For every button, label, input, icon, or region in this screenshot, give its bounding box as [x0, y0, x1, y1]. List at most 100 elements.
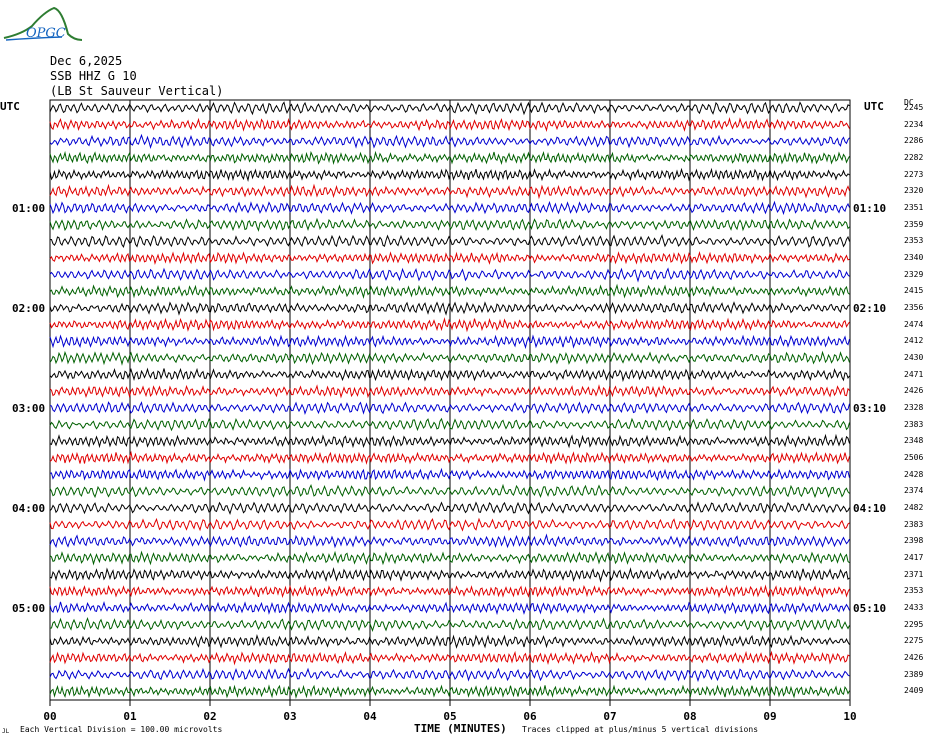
location-label: (LB St Sauveur Vertical) [50, 84, 224, 98]
dc-label: DC [904, 98, 914, 107]
trace-line-8 [49, 217, 850, 232]
x-tick-label: 02 [203, 710, 217, 723]
dc-offset-label: 2383 [904, 519, 924, 529]
trace-line-7 [49, 200, 850, 216]
dc-offset-label: 2295 [904, 619, 924, 629]
dc-offset-label: 2328 [904, 402, 924, 412]
trace-line-11 [49, 267, 850, 283]
trace-line-12 [49, 283, 850, 300]
dc-offset-label: 2353 [904, 236, 924, 246]
trace-line-36 [49, 684, 850, 699]
dc-offset-label: 2286 [904, 136, 924, 146]
right-hour-label: 01:10 [853, 201, 887, 215]
dc-offset-label: 2428 [904, 469, 924, 479]
trace-line-1 [49, 101, 850, 116]
right-hour-label: 04:10 [853, 501, 887, 515]
right-hour-label: 03:10 [853, 401, 887, 415]
trace-line-26 [49, 517, 850, 532]
trace-line-25 [49, 501, 850, 515]
logo-text: OPGC [26, 26, 66, 41]
trace-line-15 [49, 334, 850, 350]
right-utc-label: UTC [864, 100, 884, 113]
right-hour-label: 05:10 [853, 601, 887, 615]
x-tick-label: 06 [523, 710, 537, 723]
trace-line-14 [49, 317, 850, 333]
left-hour-label: 02:00 [12, 301, 46, 315]
dc-offset-label: 2353 [904, 586, 924, 596]
dc-offset-label: 2398 [904, 536, 924, 546]
trace-line-24 [49, 483, 850, 499]
dc-offset-label: 2359 [904, 219, 924, 229]
trace-line-3 [49, 133, 850, 149]
dc-offset-label: 2415 [904, 286, 924, 296]
x-tick-label: 01 [123, 710, 137, 723]
trace-line-33 [49, 634, 850, 649]
dc-offset-label: 2506 [904, 452, 924, 462]
dc-offset-label: 2356 [904, 302, 924, 312]
trace-line-10 [49, 250, 850, 265]
trace-line-16 [49, 350, 850, 366]
x-tick-label: 04 [363, 710, 377, 723]
dc-offset-label: 2409 [904, 686, 924, 696]
trace-line-28 [49, 550, 850, 566]
trace-line-34 [49, 650, 850, 666]
dc-offset-label: 2482 [904, 502, 924, 512]
trace-line-23 [49, 467, 850, 482]
trace-line-32 [49, 617, 850, 633]
trace-line-22 [49, 450, 850, 465]
dc-offset-label: 2371 [904, 569, 924, 579]
dc-offset-label: 2417 [904, 552, 924, 562]
scale-note: Each Vertical Division = 100.00 microvol… [20, 725, 223, 734]
trace-line-21 [49, 433, 850, 449]
x-tick-label: 00 [43, 710, 57, 723]
left-hour-label: 05:00 [12, 601, 46, 615]
dc-offset-label: 2412 [904, 336, 924, 346]
dc-offset-label: 2340 [904, 252, 924, 262]
left-hour-label: 01:00 [12, 201, 46, 215]
dc-offset-label: 2351 [904, 202, 924, 212]
trace-line-6 [49, 183, 850, 200]
left-utc-label: UTC [0, 100, 20, 113]
trace-line-17 [49, 367, 850, 383]
dc-offset-label: 2430 [904, 352, 924, 362]
x-tick-label: 08 [683, 710, 697, 723]
corner-mark: JL [2, 728, 10, 735]
dc-offset-label: 2471 [904, 369, 924, 379]
dc-offset-label: 2275 [904, 636, 924, 646]
trace-line-9 [49, 234, 850, 249]
dc-offset-label: 2348 [904, 436, 924, 446]
x-tick-label: 03 [283, 710, 297, 723]
dc-offset-label: 2374 [904, 486, 924, 496]
dc-offset-label: 2273 [904, 169, 924, 179]
trace-line-2 [49, 117, 850, 132]
dc-offset-label: 2433 [904, 602, 924, 612]
trace-line-20 [49, 417, 850, 432]
dc-offset-label: 2426 [904, 386, 924, 396]
trace-line-13 [49, 301, 850, 316]
dc-offset-label: 2234 [904, 119, 924, 129]
station-label: SSB HHZ G 10 [50, 69, 137, 83]
x-axis-label: TIME (MINUTES) [414, 722, 507, 735]
x-tick-label: 10 [843, 710, 857, 723]
dc-offset-label: 2245 [904, 103, 924, 112]
mountain-logo-icon [3, 6, 83, 41]
dc-offset-label: 2320 [904, 186, 924, 196]
dc-offset-label: 2474 [904, 319, 924, 329]
clip-note: Traces clipped at plus/minus 5 vertical … [522, 725, 759, 734]
dc-offset-label: 2383 [904, 419, 924, 429]
trace-line-19 [49, 401, 850, 415]
dc-offset-label: 2329 [904, 269, 924, 279]
trace-line-5 [49, 167, 850, 182]
dc-offset-label: 2389 [904, 669, 924, 679]
left-hour-label: 03:00 [12, 401, 46, 415]
trace-line-31 [49, 600, 850, 616]
x-tick-label: 09 [763, 710, 777, 723]
x-tick-label: 07 [603, 710, 617, 723]
dc-offset-label: 2282 [904, 152, 924, 162]
trace-line-4 [49, 150, 850, 166]
opgc-logo: OPGC [2, 4, 83, 44]
trace-line-35 [49, 667, 850, 683]
date-label: Dec 6,2025 [50, 54, 123, 68]
trace-line-29 [49, 567, 850, 583]
